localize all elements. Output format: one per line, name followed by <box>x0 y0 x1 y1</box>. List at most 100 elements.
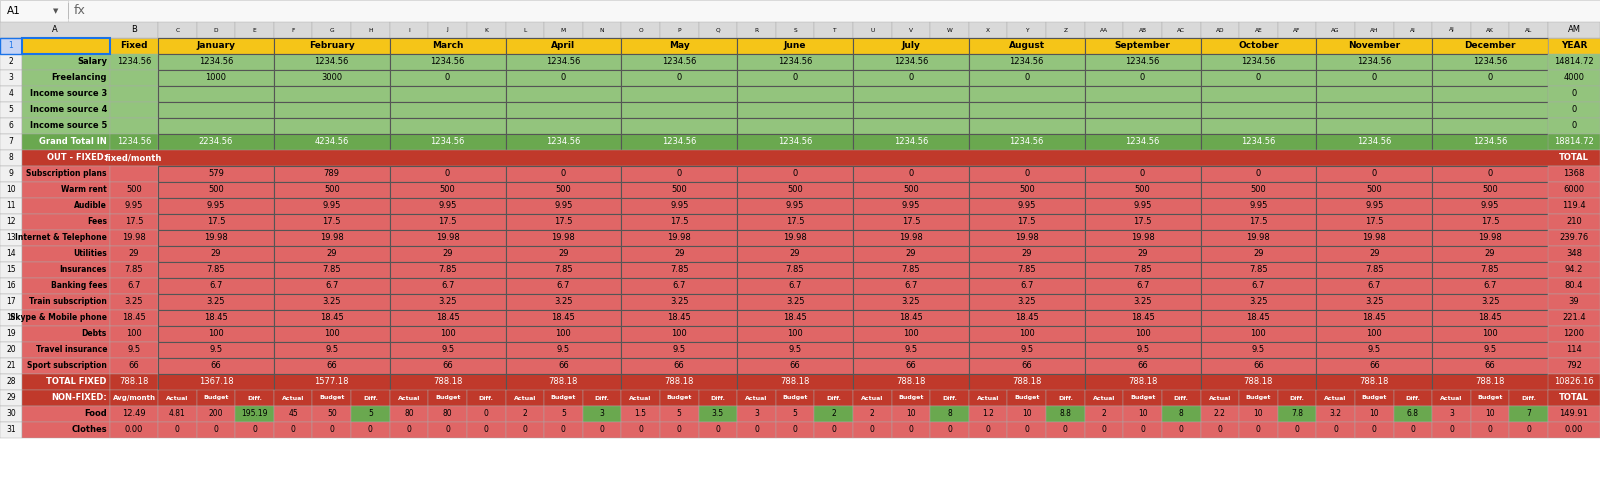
Bar <box>22 198 110 214</box>
Text: Budget: Budget <box>1246 396 1270 400</box>
Bar <box>1509 422 1549 438</box>
Text: 6.7: 6.7 <box>210 281 222 290</box>
Text: 9.95: 9.95 <box>786 202 805 211</box>
Bar <box>1317 374 1432 390</box>
Text: 6.7: 6.7 <box>1368 281 1381 290</box>
Bar <box>853 182 970 198</box>
Text: 9.5: 9.5 <box>904 346 917 355</box>
Text: 3: 3 <box>600 409 605 419</box>
Text: Warm rent: Warm rent <box>61 185 107 194</box>
Bar <box>274 246 390 262</box>
Bar <box>970 166 1085 182</box>
Bar <box>110 134 158 150</box>
Text: September: September <box>1115 41 1171 50</box>
Text: Skype & Mobile phone: Skype & Mobile phone <box>10 313 107 323</box>
Bar <box>22 118 110 134</box>
Bar <box>506 70 621 86</box>
Bar <box>429 22 467 38</box>
Text: Budget: Budget <box>898 396 923 400</box>
Bar <box>158 102 274 118</box>
Bar <box>22 214 110 230</box>
Bar <box>738 38 853 54</box>
Text: 29: 29 <box>1138 250 1147 259</box>
Text: 0: 0 <box>1062 425 1067 434</box>
Text: 119.4: 119.4 <box>1562 202 1586 211</box>
Text: 66: 66 <box>128 361 139 371</box>
Bar <box>110 262 158 278</box>
Bar <box>853 38 970 54</box>
Bar <box>970 70 1085 86</box>
Bar <box>312 406 350 422</box>
Bar <box>110 70 158 86</box>
Text: Avg/month: Avg/month <box>112 395 155 401</box>
Bar <box>1549 86 1600 102</box>
Bar <box>1509 390 1549 406</box>
Text: 1000: 1000 <box>205 73 227 83</box>
Bar <box>1200 38 1317 54</box>
Bar <box>0 422 22 438</box>
Bar <box>814 406 853 422</box>
Text: 788.18: 788.18 <box>1128 377 1157 386</box>
Text: 1.2: 1.2 <box>982 409 994 419</box>
Bar <box>738 342 853 358</box>
Text: 8: 8 <box>1179 409 1184 419</box>
Text: 149.91: 149.91 <box>1560 409 1589 419</box>
Text: 18.45: 18.45 <box>1131 313 1155 323</box>
Text: 0: 0 <box>1371 169 1378 179</box>
Text: Actual: Actual <box>1208 396 1230 400</box>
Text: 0: 0 <box>483 409 488 419</box>
Text: 6.7: 6.7 <box>1136 281 1149 290</box>
Text: 1234.56: 1234.56 <box>778 137 813 146</box>
Text: 100: 100 <box>555 329 571 338</box>
Text: 100: 100 <box>208 329 224 338</box>
Bar <box>312 22 350 38</box>
Bar <box>544 22 582 38</box>
Text: 4234.56: 4234.56 <box>315 137 349 146</box>
Text: 3.25: 3.25 <box>206 298 226 307</box>
Bar <box>390 230 506 246</box>
Text: 100: 100 <box>1019 329 1035 338</box>
Bar <box>1085 70 1200 86</box>
Text: V: V <box>909 27 914 33</box>
Bar <box>1549 406 1600 422</box>
Text: 18.45: 18.45 <box>1362 313 1386 323</box>
Text: Budget: Budget <box>1362 396 1387 400</box>
Bar <box>1085 166 1200 182</box>
Text: Q: Q <box>715 27 720 33</box>
Text: X: X <box>986 27 990 33</box>
Bar <box>1432 246 1549 262</box>
Text: 6.7: 6.7 <box>789 281 802 290</box>
Bar <box>274 294 390 310</box>
Bar <box>738 422 776 438</box>
Bar <box>506 390 544 406</box>
Bar <box>0 118 22 134</box>
Bar <box>110 294 158 310</box>
Text: 18.45: 18.45 <box>1246 313 1270 323</box>
Bar <box>506 342 621 358</box>
Text: 66: 66 <box>1370 361 1379 371</box>
Text: 10826.16: 10826.16 <box>1554 377 1594 386</box>
Bar <box>1549 422 1600 438</box>
Bar <box>110 422 158 438</box>
Bar <box>0 214 22 230</box>
Text: 9.95: 9.95 <box>125 202 142 211</box>
Bar <box>1317 310 1432 326</box>
Text: 0: 0 <box>1256 425 1261 434</box>
Bar <box>1200 166 1317 182</box>
Text: 0: 0 <box>1371 73 1378 83</box>
Bar <box>110 166 158 182</box>
Text: 1234.56: 1234.56 <box>117 58 150 67</box>
Bar <box>390 342 506 358</box>
Text: 1234.56: 1234.56 <box>894 137 928 146</box>
Bar <box>158 246 274 262</box>
Bar <box>738 214 853 230</box>
Text: 9.5: 9.5 <box>1368 346 1381 355</box>
Text: 80: 80 <box>405 409 414 419</box>
Bar <box>1317 214 1432 230</box>
Bar <box>1200 358 1317 374</box>
Text: 1368: 1368 <box>1563 169 1584 179</box>
Bar <box>699 390 738 406</box>
Text: 0: 0 <box>560 73 566 83</box>
Bar <box>970 214 1085 230</box>
Bar <box>1549 326 1600 342</box>
